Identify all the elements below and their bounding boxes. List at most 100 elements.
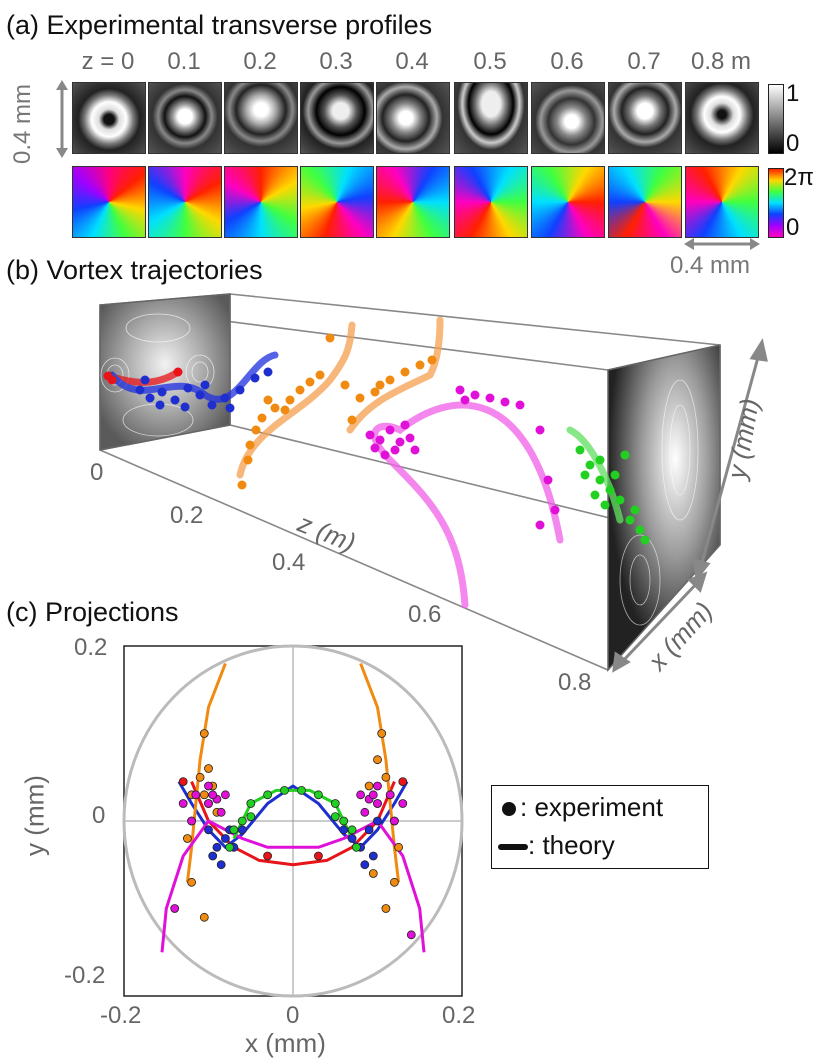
experiment-point-red [313, 851, 323, 861]
experiment-point-green [229, 825, 239, 835]
trajectory-dot [385, 375, 395, 385]
trajectory-dot [640, 535, 650, 545]
experiment-point-blue [212, 842, 222, 852]
x-tick-left: -0.2 [100, 1002, 142, 1029]
z-tick-0: 0 [90, 459, 103, 486]
trajectory-dot [600, 500, 610, 510]
trajectory-dot [595, 455, 605, 465]
trajectory-dot [140, 375, 150, 385]
experiment-point-blue [364, 825, 374, 835]
intensity-tile-8 [685, 82, 759, 154]
experiment-point-green [330, 812, 340, 822]
z-tick-0.4: 0.4 [272, 549, 305, 576]
trajectory-dot [605, 485, 615, 495]
experiment-point-orange [377, 729, 387, 738]
experiment-point-magenta [204, 781, 213, 791]
experiment-point-magenta [187, 816, 197, 826]
trajectory-dot [280, 405, 290, 415]
trajectory-dot [170, 395, 180, 405]
experiment-point-magenta [360, 807, 370, 817]
experiment-point-orange [199, 912, 209, 922]
intensity-tile-3 [300, 82, 374, 154]
experiment-point-magenta [373, 799, 382, 808]
phase-tile-1 [148, 166, 222, 238]
intensity-colorbar-max: 1 [786, 80, 800, 107]
z08-contour-face [607, 344, 721, 672]
vortex-trajectory-3d-plot: 0 0.2 0.4 0.6 0.8 z (m) y (mm) x (mm) [90, 293, 768, 696]
experiment-point-orange [389, 877, 399, 887]
trajectory-dot [580, 470, 590, 480]
experiment-point-red [398, 777, 408, 787]
theory-line-icon [498, 844, 528, 851]
experiment-point-blue [339, 825, 349, 835]
trajectory-dot [220, 393, 230, 403]
experiment-point-blue [204, 825, 213, 835]
trajectory-dot [575, 445, 585, 455]
experiment-point-blue [220, 834, 230, 843]
trajectory-dot [535, 520, 545, 530]
trajectory-dot [173, 367, 183, 377]
phase-colorbar-max: 2π [784, 164, 814, 191]
experiment-point-orange [381, 904, 391, 913]
trajectory-dot [295, 385, 305, 395]
trajectory-dot [305, 377, 315, 387]
experiment-point-blue [237, 825, 247, 835]
trajectory-dot [400, 367, 410, 377]
intensity-tile-5 [454, 82, 528, 154]
trajectory-dot [157, 387, 167, 397]
experiment-point-green [263, 790, 273, 800]
theory-line-orange [185, 662, 227, 883]
z-label-1: 0.1 [167, 48, 201, 75]
trajectory-dot [195, 390, 205, 400]
experiment-point-green [280, 785, 289, 795]
trajectory-dot [455, 385, 465, 395]
intensity-tile-7 [608, 82, 682, 154]
phase-tile-4 [376, 166, 450, 238]
experiment-point-magenta [220, 790, 230, 800]
trajectory-dot [415, 360, 425, 370]
experiment-point-green [246, 812, 256, 822]
trajectory-dot [355, 393, 365, 403]
z-tick-0.8: 0.8 [558, 669, 591, 696]
intensity-tile-6 [531, 82, 605, 154]
z-tick-0.6: 0.6 [408, 601, 441, 628]
z-label-0: z = 0 [81, 48, 135, 75]
intensity-tile-2 [224, 82, 298, 154]
intensity-tile-4 [376, 82, 450, 154]
panel-a-title: (a) Experimental transverse profiles [6, 10, 433, 40]
experiment-point-blue [360, 860, 370, 870]
horizontal-double-arrow-icon [684, 238, 760, 250]
phase-tile-0 [72, 166, 146, 238]
experiment-point-magenta [191, 790, 201, 800]
y-axis-label: y (mm) [19, 775, 50, 856]
legend-experiment-label: : experiment [520, 792, 664, 822]
trajectory-dot [325, 333, 335, 343]
trajectory-dot [263, 367, 273, 377]
trajectory-dot [635, 525, 645, 535]
experiment-point-blue [208, 851, 218, 861]
trajectory-dot [585, 460, 595, 470]
experiment-point-magenta [178, 799, 188, 808]
phase-colorbar-min: 0 [786, 214, 800, 241]
experiment-point-green [330, 799, 340, 808]
trajectory-dot [390, 445, 400, 455]
phase-tile-8 [685, 166, 759, 238]
projection-chart [122, 644, 464, 998]
trajectory-dot [620, 450, 630, 460]
x-axis-label: x (mm) [245, 1028, 326, 1058]
trajectory-dot [107, 375, 117, 385]
trajectory-dot [245, 440, 255, 450]
trajectory-dot [380, 450, 390, 460]
y-axis-label-3d: y (mm) [721, 396, 765, 483]
side-scale-bar [52, 80, 72, 158]
experiment-point-red [178, 777, 188, 787]
trajectory-dot [535, 425, 545, 435]
trajectory-dot [375, 380, 385, 390]
experiment-point-orange [187, 877, 197, 887]
x-tick-mid: 0 [286, 1002, 300, 1029]
experiment-point-blue [216, 860, 226, 870]
x-tick-right: 0.2 [442, 1002, 476, 1029]
trajectory-dot [237, 480, 247, 490]
experiment-point-magenta [170, 904, 180, 913]
trajectory-dot [470, 390, 480, 400]
